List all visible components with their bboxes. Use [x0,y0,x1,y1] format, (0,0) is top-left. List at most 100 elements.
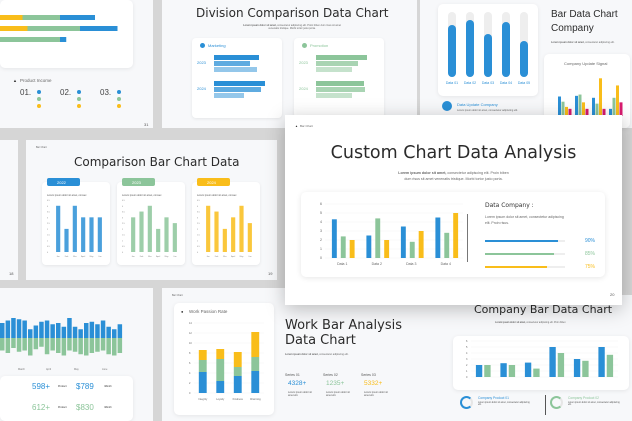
progress-label: 85% [585,251,596,257]
bar [164,217,169,252]
slide-custom-chart-analysis[interactable]: ▲ Bar Chart Custom Chart Data Analysis L… [285,115,622,305]
bar [222,228,227,252]
slide-partial-left[interactable]: 18 [0,140,18,280]
slide-work-bar-analysis[interactable]: Bar Chart ● Work Passion Rate 14 12 10 8 6 4 2… [162,288,420,421]
bar [198,360,207,372]
product-count: 598+ [32,382,51,391]
stacked-hbar-card [0,0,133,68]
bar [616,85,619,116]
progress-label: 75% [585,264,596,270]
y-tick-label: 6 [189,362,191,365]
y-tick-label: 2 [189,382,191,385]
slide-title: Division Comparison Data Chart [196,6,389,20]
y-tick-label: 0 [320,256,322,260]
x-tick-label: Jun [248,256,251,258]
bar [612,97,616,116]
hbar [316,81,364,86]
progress-label: 90% [585,238,596,244]
bar [409,241,415,258]
price-period: /Month [104,385,112,388]
slide-bar-data-company[interactable]: Data 01 Data 02 Data 03 Data 04 Data 05 Data… [420,0,632,128]
y-tick-label: 1.5 [197,235,201,237]
y-tick-label: 4 [47,206,49,208]
bar [599,78,602,116]
slide-title: Work Bar Analysis Data Chart [285,318,402,348]
panel: Promotion 2023 2024 [294,38,384,118]
series-name: Series 03 [361,373,376,377]
bar [251,357,260,371]
slide-tag: Bar Chart [300,124,313,128]
bar-up [95,324,100,338]
bar [216,359,225,381]
slide-company-bar[interactable]: Company Bar Data Chart Lorem ipsum dolor… [420,295,632,421]
slide-monthly-product[interactable]: March April May June 598+ Product $789/Month 6… [0,288,153,421]
bar-up [61,326,67,338]
series-value: 1235+ [326,380,345,387]
year-badge: 2022 [47,178,80,186]
bar-up [78,329,83,338]
y-tick-label: 3 [466,358,468,361]
subtitle-text: consectetur adipiscing elit. Proin biben [526,322,566,324]
bar [418,231,424,258]
slide-product-income[interactable]: ▲ Product Income 01. 02. 03. 31 [0,0,153,128]
x-tick-label: Charming [250,398,261,401]
slide-comparison-bar[interactable]: Bar Chart Comparison Bar Chart Data Lore… [26,140,277,280]
hbar [214,55,259,60]
series-text: Lorem ipsum dolor sit amet elit. [288,391,312,397]
bar [89,217,94,252]
slide-division-comparison[interactable]: Division Comparison Data Chart Lorem ips… [162,0,417,128]
y-tick-label: 2 [197,229,199,231]
bar [533,368,540,377]
bar-down [95,338,100,352]
bar [139,211,144,252]
bar [568,108,572,116]
bar-up [22,320,27,338]
bar-down [56,338,61,353]
y-tick-label: 1 [466,370,468,373]
bar-down [84,338,89,356]
slide-title: Custom Chart Data Analysis [330,143,577,163]
x-tick-label: Data 4 [441,262,451,266]
bar-up [50,324,55,338]
bar [251,371,260,393]
panel-label: Promotion [310,43,329,48]
bar-up [0,323,5,338]
bar-label: Data 05 [517,81,531,85]
bar-down [106,338,111,355]
bar [573,359,581,377]
bar [81,217,86,252]
chart-panel: Lorem ipsum dolor sit amet, consec 4.5 4 3.… [192,182,260,265]
bar-down [117,338,123,353]
bar-down [78,338,83,355]
x-tick-label: Mar [148,256,152,258]
year-label: 2024 [299,86,308,91]
x-tick-label: April [156,255,161,258]
slide-title: Bar Data Chart Company [551,8,618,36]
bar-down [33,338,39,350]
bar-up [117,324,123,338]
hbar [316,93,352,98]
bar-fill [502,21,510,77]
slide-subtitle: Lorem ipsum dolor sit amet, consectetur … [495,322,566,324]
y-tick-label: 0.5 [197,246,201,248]
x-tick-label: Jan [132,256,135,258]
year-badge: 2023 [122,178,155,186]
work-chart-card: ● Work Passion Rate 14 12 10 8 6 4 2 0 Integrity… [174,303,274,415]
bar [375,218,381,258]
x-tick-label: May [240,256,244,258]
bar [484,365,491,377]
y-tick-label: 2 [122,229,124,231]
bar [233,367,242,376]
y-tick-label: 0 [122,252,124,254]
y-tick-label: 4 [122,206,124,208]
y-tick-label: 1.5 [122,235,126,237]
y-tick-label: 6 [466,340,468,343]
slide-subtitle: Lorem ipsum dolor sit amet, consectetur … [285,353,349,356]
chart-title: Work Passion Rate [189,309,228,314]
y-tick-label: 2.5 [122,223,126,225]
subtitle-bold: Lorem ipsum dolor sit amet, [285,353,319,356]
chart-panel: Lorem ipsum dolor sit amet, consec 4.5 4 3.… [117,182,185,265]
bar [147,205,152,252]
bar-label: Data 03 [481,81,495,85]
y-tick-label: 4.5 [47,200,51,202]
